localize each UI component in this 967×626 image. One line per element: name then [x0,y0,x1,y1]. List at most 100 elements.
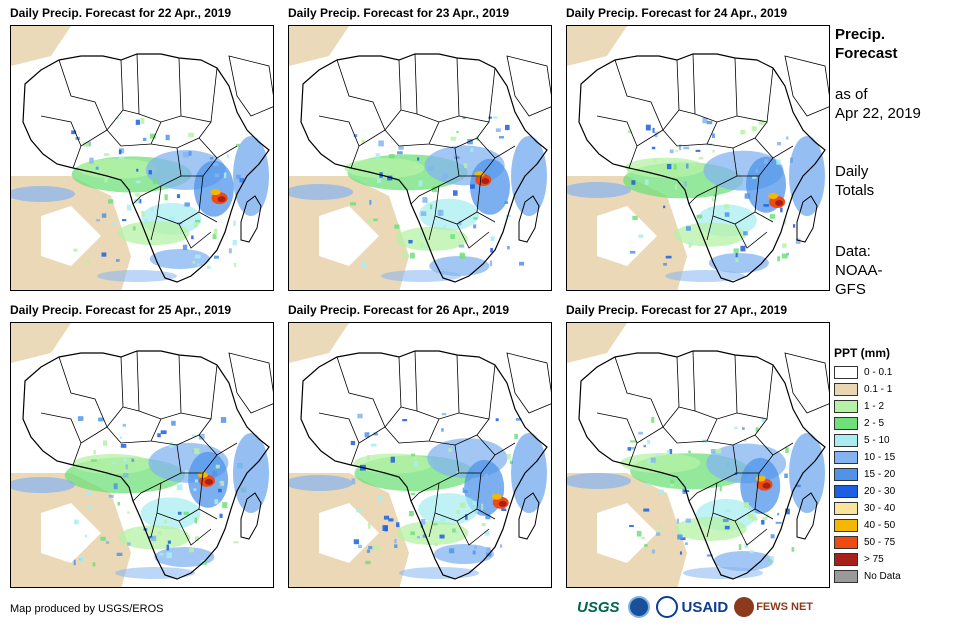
legend-swatch [834,383,858,396]
rain-speck [654,132,658,138]
country-border [156,175,204,225]
country-border [318,115,360,147]
southern-rain-band [665,270,745,282]
rain-speck [194,479,198,483]
country-border [150,121,212,149]
rain-speck [86,506,92,510]
rain-speck [416,536,420,539]
rain-speck [651,416,655,423]
rain-speck [402,252,408,258]
legend-item: 15 - 20 [834,466,901,483]
rain-speck [410,252,415,259]
rain-speck [484,473,488,479]
noaa-icon [627,596,650,618]
rain-speck [222,502,228,508]
rain-speck [456,509,460,514]
country-border [176,147,218,177]
legend-item: 1 - 2 [834,398,901,415]
rain-speck [151,535,157,542]
rain-speck [414,461,419,467]
rain-speck [212,233,217,239]
rain-speck [785,508,790,515]
country-border [754,508,774,520]
rain-speck [90,459,97,462]
rain-speck [119,436,123,439]
rain-speck [688,244,692,248]
rain-area [433,543,494,564]
rain-speck [183,511,189,516]
rain-speck [193,448,200,455]
country-border [476,211,496,223]
country-border [150,512,158,538]
arabian-peninsula-outline [228,352,273,414]
madagascar-outline [796,492,818,540]
rain-speck [665,255,672,259]
africa-coastline [578,350,826,580]
rain-speck [677,534,683,540]
rain-speck [504,124,510,131]
legend-swatch [834,536,858,549]
rain-speck [499,544,503,548]
rain-speck [670,479,675,484]
africa-coastline [22,53,270,283]
rain-speck [685,518,691,523]
rain-speck [195,219,201,223]
rain-speck [73,559,76,566]
usaid-seal-icon [655,596,678,618]
rain-speck [712,149,715,153]
rain-speck [408,510,414,517]
legend-item: 40 - 50 [834,517,901,534]
rain-speck [422,534,427,538]
rain-speck [113,483,118,490]
rain-speck [127,511,130,514]
legend-label: 1 - 2 [864,401,885,412]
rain-speck [498,136,505,139]
country-border [40,115,82,147]
rain-speck [706,554,713,557]
rain-speck [368,545,373,550]
rain-speck [762,516,768,520]
rain-speck [495,418,499,422]
rain-speck [140,117,145,124]
north-atlantic-light-rain-area [11,323,71,363]
rain-speck [150,207,154,211]
rain-speck [133,199,140,204]
madagascar-outline [796,195,818,243]
rain-speck [169,442,174,448]
rain-speck [176,484,183,491]
rain-area [419,198,480,231]
rain-speck [769,556,774,561]
rain-speck [390,456,395,463]
rain-speck [171,420,176,426]
country-border [434,175,482,225]
rain-speck [456,130,459,134]
rain-speck [209,157,214,160]
rain-speck [690,162,694,166]
arabian-peninsula-outline [506,55,551,117]
rain-speck [191,235,194,240]
rain-speck [164,194,168,201]
rain-speck [367,522,371,529]
arabian-peninsula-outline [228,55,273,117]
indian-ocean-rain-band [789,136,825,216]
rain-speck [394,544,398,549]
rain-speck [188,547,194,553]
rain-speck [193,488,197,491]
legend-item: 5 - 10 [834,432,901,449]
rain-speck [755,427,759,432]
rain-speck [135,193,140,197]
country-border [662,418,718,444]
rain-speck [223,172,227,179]
rain-speck [198,433,205,440]
country-border [688,185,718,205]
country-border [688,482,718,502]
rain-speck [192,260,195,264]
rain-speck [442,173,449,178]
rain-speck [514,433,518,439]
precip-map [288,25,552,291]
rain-speck [434,542,438,547]
rain-speck [448,448,452,452]
data-source-line3: GFS [835,281,866,298]
rain-speck [193,223,198,228]
country-border [416,57,460,123]
